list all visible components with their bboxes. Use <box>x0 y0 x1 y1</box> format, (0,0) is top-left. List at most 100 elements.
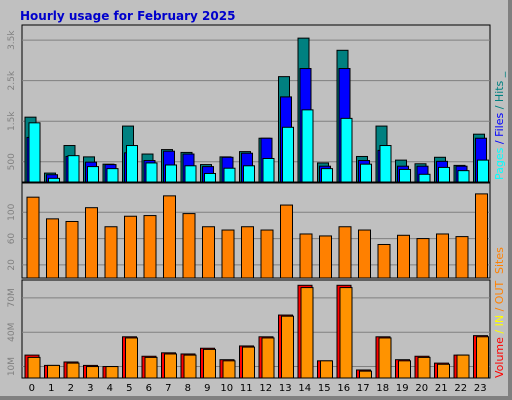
x-tick-label: 18 <box>376 383 389 394</box>
x-tick-label: 10 <box>220 383 233 394</box>
sites-legend-entry: Sites <box>493 247 506 274</box>
usage-legend-entry: Files <box>493 113 506 137</box>
sites-bar <box>260 229 274 279</box>
usage-legend-entry: Hits <box>493 80 506 102</box>
out-bar <box>125 337 138 379</box>
sites-legend: Sites <box>493 247 506 274</box>
x-tick-label: 9 <box>204 383 210 394</box>
x-tick-label: 7 <box>165 383 171 394</box>
out-bar <box>261 337 275 379</box>
out-bar <box>417 356 431 379</box>
volume-legend-entry: Volume <box>493 337 506 378</box>
sites-bar <box>280 204 293 279</box>
volume-legend-entry: IN <box>493 315 506 326</box>
pages-bar <box>223 167 236 183</box>
sites-bar <box>65 220 79 279</box>
x-tick-label: 23 <box>474 383 487 394</box>
x-tick-label: 19 <box>396 383 409 394</box>
out-bar <box>203 348 216 379</box>
sites-bar <box>319 235 332 279</box>
sites-bar <box>143 215 157 279</box>
volume-tick-label: 70M <box>7 288 17 307</box>
out-bar <box>27 356 41 379</box>
sites-tick-label: 100 <box>7 203 17 220</box>
volume-legend: Volume / IN / OUT <box>493 280 506 378</box>
sites-bar <box>85 207 98 279</box>
x-tick-label: 6 <box>146 383 152 394</box>
sites-bar <box>397 234 410 279</box>
out-bar <box>456 354 470 379</box>
sites-bar <box>377 243 391 279</box>
pages-bar <box>204 172 216 183</box>
x-tick-label: 3 <box>87 383 93 394</box>
usage-legend-entry: Pages <box>493 147 506 180</box>
sites-tick-label: 20 <box>7 259 17 271</box>
out-bar <box>339 287 353 379</box>
x-tick-label: 14 <box>298 383 311 394</box>
pages-bar <box>184 165 197 183</box>
usage-legend-separator: / <box>493 102 506 113</box>
x-tick-label: 13 <box>279 383 292 394</box>
pages-bar <box>106 168 119 183</box>
out-bar <box>105 366 119 379</box>
volume-panel <box>21 279 491 379</box>
pages-bar <box>340 117 353 183</box>
x-tick-label: 21 <box>435 383 448 394</box>
out-bar <box>183 354 197 379</box>
x-tick-label: 2 <box>68 383 74 394</box>
out-bar <box>47 364 60 379</box>
pages-bar <box>438 166 450 183</box>
out-bar <box>144 356 158 379</box>
usage-tick-label: 3.5k <box>7 30 17 50</box>
pages-bar <box>145 162 158 183</box>
sites-bar <box>202 226 215 279</box>
pages-bar <box>477 159 489 183</box>
sites-bar <box>338 226 352 279</box>
pages-bar <box>418 173 431 183</box>
sites-bar <box>436 233 449 279</box>
pages-bar <box>87 166 99 183</box>
sites-bar <box>182 213 196 279</box>
out-bar <box>281 315 294 379</box>
x-tick-label: 15 <box>318 383 331 394</box>
sites-bar <box>124 215 137 279</box>
x-tick-label: 8 <box>185 383 191 394</box>
usage-legend-separator: / <box>493 137 506 148</box>
sites-bar <box>241 226 254 279</box>
pages-bar <box>67 155 80 183</box>
pages-bar <box>243 165 255 183</box>
pages-bar <box>457 170 470 183</box>
out-bar <box>378 337 392 379</box>
usage-tick-label: 500 <box>7 153 17 170</box>
out-bar <box>300 287 314 379</box>
x-tick-label: 1 <box>48 383 54 394</box>
pages-bar <box>126 145 138 183</box>
out-bar <box>222 360 236 379</box>
pages-bar <box>165 164 177 183</box>
out-bar <box>359 370 372 379</box>
pages-bar <box>321 168 333 183</box>
x-tick-label: 12 <box>259 383 272 394</box>
usage-legend-separator: _ <box>493 71 506 80</box>
sites-bar <box>221 229 235 279</box>
pages-bar <box>301 109 314 183</box>
pages-bar <box>360 163 372 183</box>
pages-bar <box>399 168 411 183</box>
volume-tick-label: 10M <box>7 357 17 376</box>
usage-panel <box>21 24 491 183</box>
sites-bar <box>455 236 469 279</box>
pages-bar <box>28 122 41 183</box>
sites-bar <box>358 229 371 279</box>
x-tick-label: 5 <box>126 383 132 394</box>
pages-bar <box>262 157 275 183</box>
pages-bar <box>282 126 294 183</box>
out-bar <box>437 363 450 379</box>
sites-bar <box>46 218 59 279</box>
pages-bar <box>48 177 60 183</box>
x-tick-label: 4 <box>107 383 113 394</box>
sites-bar <box>104 226 118 279</box>
chart-title: Hourly usage for February 2025 <box>20 9 235 23</box>
volume-tick-label: 40M <box>7 323 17 342</box>
x-tick-label: 22 <box>454 383 467 394</box>
